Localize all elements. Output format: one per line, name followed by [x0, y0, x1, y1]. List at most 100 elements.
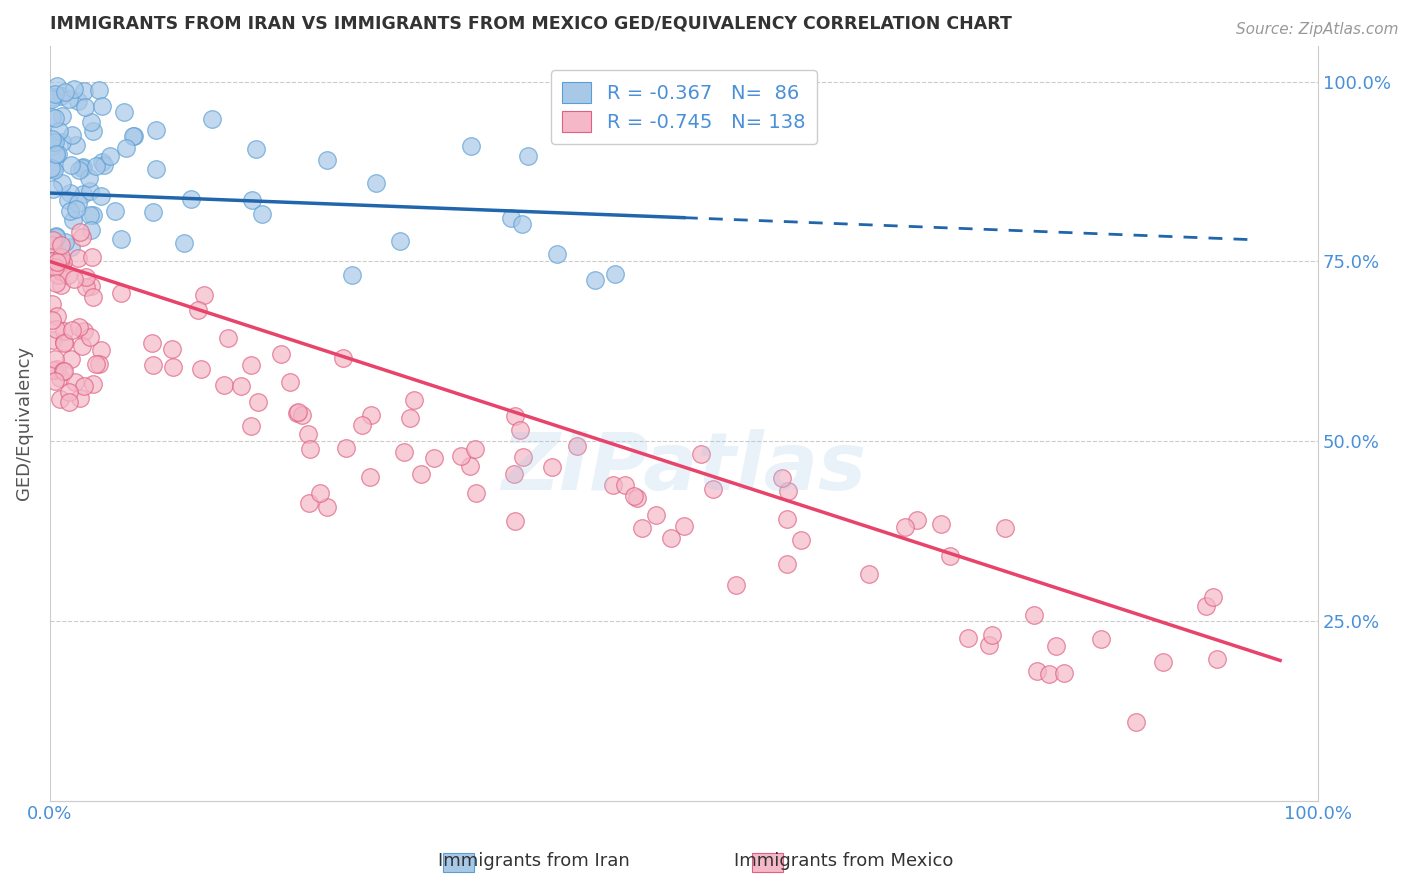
Point	[193, 288, 215, 302]
Point	[270, 347, 292, 361]
Point	[217, 331, 239, 345]
Point	[59, 158, 82, 172]
Point	[53, 235, 76, 249]
Point	[145, 161, 167, 176]
Point	[42, 161, 65, 176]
Point	[52, 324, 75, 338]
Point	[929, 517, 952, 532]
Point	[603, 267, 626, 281]
Point	[308, 486, 330, 500]
Point	[583, 273, 606, 287]
Point	[69, 225, 91, 239]
Point	[41, 258, 63, 272]
Point	[63, 376, 86, 390]
Point	[58, 92, 80, 106]
Point	[239, 418, 262, 433]
Point	[60, 323, 83, 337]
Point	[517, 149, 540, 163]
Point	[394, 445, 416, 459]
Text: IMMIGRANTS FROM IRAN VS IMMIGRANTS FROM MEXICO GED/EQUIVALENCY CORRELATION CHART: IMMIGRANTS FROM IRAN VS IMMIGRANTS FROM …	[49, 15, 1011, 33]
Point	[1024, 608, 1046, 623]
Point	[278, 375, 301, 389]
Point	[41, 237, 63, 252]
Point	[91, 155, 114, 169]
Point	[77, 170, 100, 185]
Point	[315, 500, 337, 514]
Point	[112, 104, 135, 119]
Point	[42, 333, 65, 347]
Point	[91, 99, 114, 113]
Point	[512, 450, 534, 465]
Point	[75, 100, 97, 114]
Point	[73, 324, 96, 338]
Point	[1026, 665, 1049, 679]
Point	[231, 378, 253, 392]
Point	[53, 85, 76, 99]
Point	[45, 254, 67, 268]
Point	[776, 557, 799, 571]
Point	[93, 158, 115, 172]
Point	[42, 136, 65, 150]
Point	[60, 240, 83, 254]
Point	[162, 360, 184, 375]
Point	[41, 297, 63, 311]
Point	[240, 193, 263, 207]
Point	[41, 92, 63, 106]
Point	[352, 418, 374, 433]
Point	[41, 313, 63, 327]
Point	[122, 128, 145, 143]
Point	[725, 578, 748, 592]
Point	[1202, 591, 1225, 605]
Point	[389, 234, 412, 248]
Point	[501, 211, 523, 225]
Point	[42, 182, 65, 196]
Point	[51, 260, 73, 274]
Point	[503, 409, 526, 424]
Point	[46, 268, 69, 283]
Point	[980, 628, 1002, 642]
Point	[59, 203, 82, 218]
Point	[239, 358, 262, 372]
Point	[45, 79, 67, 94]
Point	[994, 521, 1017, 535]
Text: Immigrants from Mexico: Immigrants from Mexico	[734, 852, 953, 870]
Point	[41, 253, 63, 268]
Point	[65, 202, 87, 216]
Point	[49, 89, 72, 103]
Point	[48, 392, 70, 406]
Point	[60, 128, 83, 143]
Point	[460, 138, 482, 153]
Point	[1045, 639, 1067, 653]
Point	[366, 177, 388, 191]
Point	[142, 358, 165, 372]
Point	[80, 278, 103, 293]
Point	[623, 489, 645, 503]
Point	[67, 196, 90, 211]
Point	[422, 451, 444, 466]
Point	[79, 329, 101, 343]
Point	[359, 469, 381, 483]
Point	[48, 124, 70, 138]
Point	[316, 153, 339, 167]
Point	[87, 357, 110, 371]
Point	[1053, 665, 1076, 680]
Point	[690, 447, 713, 461]
Point	[80, 114, 103, 128]
Point	[69, 392, 91, 406]
Point	[80, 222, 103, 236]
Point	[565, 439, 588, 453]
Point	[41, 111, 63, 125]
Point	[939, 549, 962, 564]
Point	[56, 193, 79, 207]
Point	[79, 184, 101, 198]
Point	[332, 351, 354, 365]
Point	[977, 638, 1000, 652]
Point	[98, 149, 121, 163]
Text: Source: ZipAtlas.com: Source: ZipAtlas.com	[1236, 22, 1399, 37]
Point	[75, 279, 97, 293]
Point	[44, 87, 66, 102]
Point	[41, 132, 63, 146]
Point	[59, 352, 82, 367]
Point	[201, 112, 224, 127]
Point	[69, 162, 91, 177]
